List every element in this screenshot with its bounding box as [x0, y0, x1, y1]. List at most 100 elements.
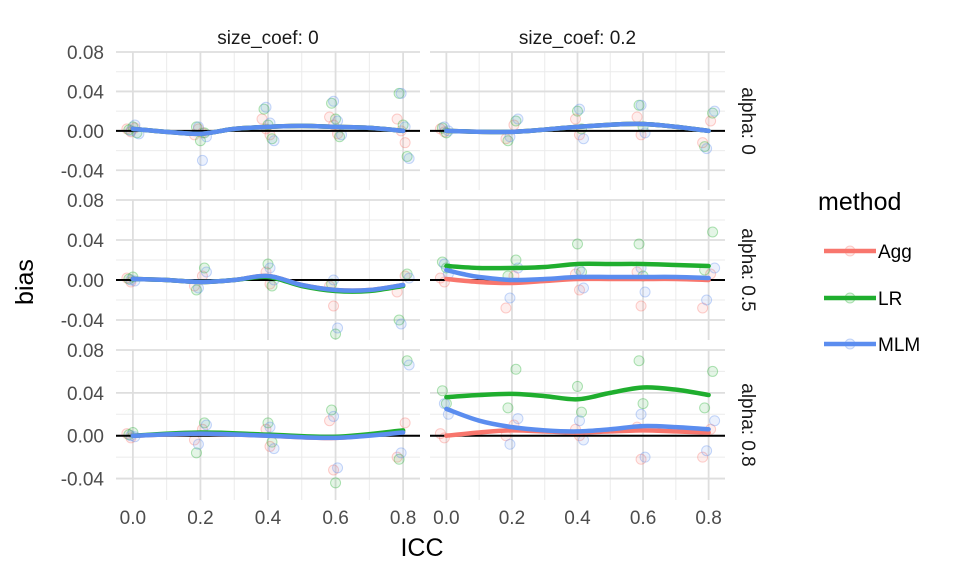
x-tick-label: 0.8	[695, 508, 721, 529]
y-tick-label: 0.08	[67, 191, 104, 212]
data-point-mlm	[196, 154, 208, 166]
y-tick-label: 0.00	[67, 427, 104, 448]
smooth-line-lr	[444, 385, 711, 402]
data-point-agg	[574, 284, 585, 296]
data-point-mlm	[578, 282, 589, 294]
data-point-lr	[637, 398, 649, 410]
data-point-mlm	[403, 152, 415, 164]
x-tick-label: 0.2	[187, 508, 213, 529]
facet-panel-r0-c1	[430, 51, 725, 190]
data-point-mlm	[332, 115, 344, 127]
data-point-lr	[572, 105, 583, 117]
data-point-agg	[328, 464, 340, 476]
data-point-agg	[391, 451, 403, 463]
data-point-lr	[572, 380, 583, 392]
data-point-mlm	[512, 113, 524, 125]
data-point-mlm	[635, 408, 647, 420]
y-axis-title: bias	[11, 259, 39, 305]
facet-panel-r2-c1	[430, 349, 725, 500]
data-point-mlm	[328, 95, 340, 107]
data-point-lr	[330, 477, 342, 489]
legend: method Agg LR MLM	[818, 188, 920, 356]
data-point-mlm	[639, 127, 651, 139]
data-point-mlm	[709, 415, 721, 427]
data-point-mlm	[403, 272, 415, 284]
data-point-lr	[393, 314, 405, 326]
data-point-mlm	[328, 410, 340, 422]
data-point-lr	[510, 115, 522, 127]
y-tick-label: 0.00	[67, 271, 104, 292]
y-tick-label: -0.04	[61, 470, 105, 491]
x-tick-label: 0.8	[390, 508, 416, 529]
smooth-line-mlm	[130, 123, 406, 137]
x-tick-label: 0.0	[433, 508, 459, 529]
data-point-lr	[502, 135, 514, 147]
legend-label: LR	[878, 289, 902, 310]
y-tick-label: 0.08	[67, 43, 104, 64]
data-point-mlm	[639, 451, 651, 463]
y-tick-label: 0.08	[67, 341, 104, 362]
data-point-agg	[697, 451, 709, 463]
data-point-lr	[262, 258, 274, 270]
data-point-lr	[190, 447, 202, 459]
legend-label: MLM	[878, 335, 920, 356]
data-point-agg	[697, 302, 709, 314]
data-point-lr	[707, 226, 719, 238]
data-point-lr	[436, 385, 448, 397]
y-tick-label: -0.04	[61, 311, 105, 332]
data-point-lr	[326, 97, 338, 109]
data-point-agg	[631, 111, 643, 123]
y-tick-label: 0.00	[67, 122, 104, 143]
data-point-mlm	[264, 262, 276, 274]
data-point-mlm	[701, 445, 713, 457]
y-tick-label: 0.04	[67, 231, 104, 252]
data-point-mlm	[192, 438, 204, 450]
data-point-lr	[510, 363, 522, 375]
facet-panels	[116, 51, 725, 500]
data-point-mlm	[332, 322, 344, 334]
x-tick-label: 0.6	[322, 508, 348, 529]
data-point-agg	[570, 113, 581, 125]
data-point-mlm	[504, 438, 516, 450]
data-point-mlm	[260, 101, 272, 113]
data-point-agg	[324, 415, 336, 427]
data-point-mlm	[264, 421, 276, 433]
data-point-mlm	[192, 282, 204, 294]
data-point-mlm	[574, 264, 585, 276]
data-point-lr	[190, 284, 202, 296]
data-point-lr	[262, 417, 274, 429]
data-point-agg	[635, 129, 647, 141]
data-point-mlm	[268, 443, 280, 455]
data-point-agg	[574, 129, 585, 141]
data-point-mlm	[709, 262, 721, 274]
x-tick-label: 0.6	[630, 508, 656, 529]
data-point-agg	[256, 113, 268, 125]
data-point-lr	[502, 402, 514, 414]
data-point-lr	[572, 238, 583, 250]
data-point-lr	[401, 150, 413, 162]
facet-col-label: size_coef: 0.2	[519, 28, 636, 49]
data-point-lr	[393, 87, 405, 99]
data-point-mlm	[336, 129, 348, 141]
y-tick-label: 0.04	[67, 384, 104, 405]
y-tick-label: -0.04	[61, 161, 105, 182]
facet-panel-r1-c1	[430, 199, 725, 340]
data-point-mlm	[438, 398, 450, 410]
data-point-mlm	[701, 294, 713, 306]
data-point-mlm	[504, 292, 516, 304]
data-point-lr	[258, 103, 270, 115]
data-point-mlm	[709, 105, 721, 117]
data-point-agg	[399, 137, 411, 149]
data-point-lr	[510, 254, 522, 266]
data-point-mlm	[200, 419, 212, 431]
smooth-line-lr	[444, 261, 711, 271]
data-point-lr	[699, 402, 711, 414]
data-point-agg	[705, 115, 717, 127]
data-points	[121, 355, 415, 489]
data-point-mlm	[512, 413, 524, 425]
data-point-mlm	[578, 133, 589, 145]
facet-strips: size_coef: 0 size_coef: 0.2 alpha: 0 alpha:…	[217, 28, 758, 467]
data-point-mlm	[395, 87, 407, 99]
facet-row-label: alpha: 0.5	[737, 228, 758, 311]
data-point-agg	[264, 129, 276, 141]
